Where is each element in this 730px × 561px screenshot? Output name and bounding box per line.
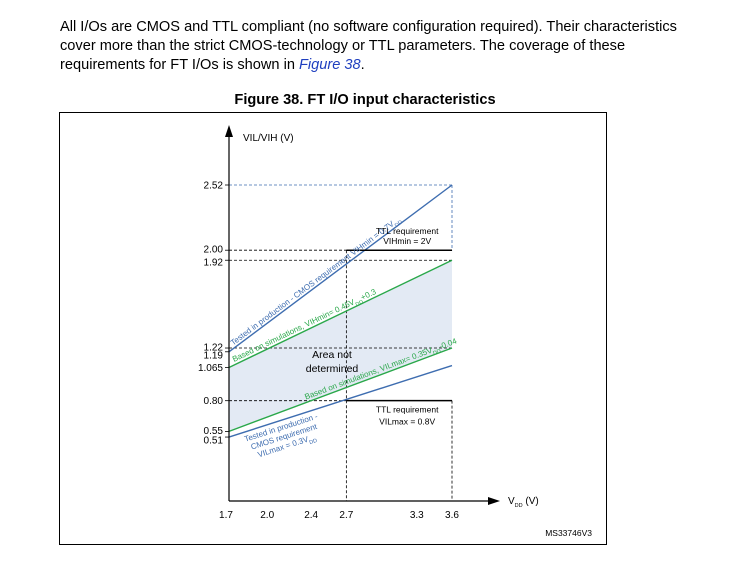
y-axis-arrow xyxy=(225,125,233,137)
figure-link[interactable]: Figure 38 xyxy=(299,57,361,73)
y-tick-label: 1.92 xyxy=(204,258,224,269)
ttl-label-2-line1: TTL requirement xyxy=(376,405,439,415)
area-label-line1: Area not xyxy=(312,349,352,361)
series-line-3 xyxy=(228,347,453,433)
y-tick-label: 1.065 xyxy=(198,363,223,374)
x-axis-arrow xyxy=(488,497,500,505)
figure-frame: TTL requirement VIHmin = 2V TTL requiremen… xyxy=(59,112,607,545)
intro-text-end: . xyxy=(360,57,365,73)
series-line-1 xyxy=(228,184,453,353)
y-tick-label: 2.52 xyxy=(204,181,224,192)
x-tick-label: 2.0 xyxy=(260,510,274,521)
series-label-vih-cmos-part: DD xyxy=(394,219,404,229)
x-tick-label: 3.6 xyxy=(445,510,459,521)
y-tick-label: 1.19 xyxy=(204,350,224,361)
series-label-vil-sim-part: DD xyxy=(432,348,442,356)
x-tick-label: 2.7 xyxy=(339,510,353,521)
intro-text: All I/Os are CMOS and TTL compliant (no … xyxy=(60,19,677,73)
ttl-label-1-line2: VIHmin = 2V xyxy=(383,236,431,246)
intro-paragraph: All I/Os are CMOS and TTL compliant (no … xyxy=(60,18,700,75)
series-line-4 xyxy=(228,364,453,438)
x-axis-label: VDD (V) xyxy=(508,496,539,509)
figure-title: Figure 38. FT I/O input characteristics xyxy=(234,92,496,108)
x-tick-label: 1.7 xyxy=(219,510,233,521)
x-axis-label-part: (V) xyxy=(523,496,539,507)
y-tick-label: 1.22 xyxy=(204,343,224,354)
y-tick-label: 2.00 xyxy=(204,245,224,256)
x-axis-label-part: V xyxy=(508,496,515,507)
y-tick-label: 0.80 xyxy=(204,396,224,407)
ttl-label-2-line2: VILmax = 0.8V xyxy=(379,417,435,427)
y-tick-label: 0.51 xyxy=(204,436,224,447)
figure-reference: MS33746V3 xyxy=(545,528,592,538)
y-axis-label: VIL/VIH (V) xyxy=(243,133,294,144)
x-axis-label-part: DD xyxy=(515,503,523,509)
y-tick-label: 0.55 xyxy=(204,426,224,437)
series-label-vih-sim-part: DD xyxy=(355,299,365,308)
undetermined-area xyxy=(229,260,452,432)
x-tick-label: 3.3 xyxy=(410,510,424,521)
ttl-label-1-line1: TTL requirement xyxy=(376,226,439,236)
series-label-vil-cmos-sub: DD xyxy=(309,438,318,446)
series-line-2 xyxy=(228,259,453,369)
area-label-line2: determined xyxy=(306,363,359,375)
x-tick-label: 2.4 xyxy=(304,510,318,521)
